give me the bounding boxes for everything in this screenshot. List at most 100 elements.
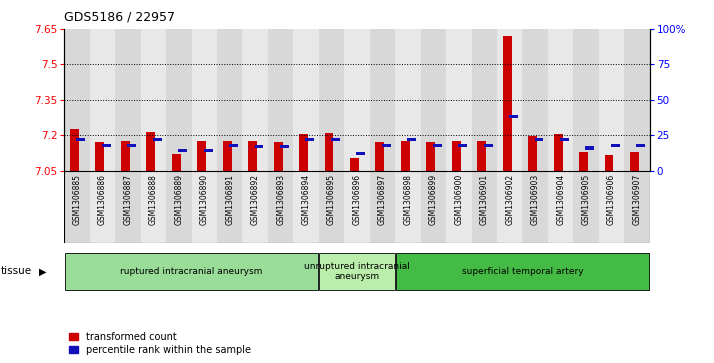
Text: GSM1306906: GSM1306906 — [607, 174, 616, 225]
Bar — [255, 145, 263, 148]
Bar — [382, 144, 391, 147]
Bar — [452, 141, 461, 171]
Bar — [421, 171, 446, 243]
Bar — [273, 142, 283, 171]
Text: GSM1306905: GSM1306905 — [582, 174, 590, 225]
Bar — [630, 152, 639, 171]
Bar — [344, 171, 370, 243]
Bar — [395, 29, 421, 171]
FancyBboxPatch shape — [319, 253, 395, 290]
Bar — [560, 138, 569, 141]
Bar — [191, 171, 217, 243]
Bar — [548, 171, 573, 243]
Bar — [121, 141, 130, 171]
Bar — [306, 138, 314, 141]
Bar — [319, 29, 344, 171]
Bar — [503, 36, 512, 171]
Bar — [483, 144, 493, 147]
Bar — [70, 129, 79, 171]
Text: ruptured intracranial aneurysm: ruptured intracranial aneurysm — [121, 267, 263, 276]
Bar — [573, 29, 599, 171]
Bar — [127, 144, 136, 147]
Bar — [497, 29, 523, 171]
Bar — [350, 158, 359, 171]
Text: GSM1306891: GSM1306891 — [225, 174, 234, 225]
Text: GSM1306890: GSM1306890 — [200, 174, 208, 225]
Bar — [76, 138, 85, 141]
Text: GSM1306907: GSM1306907 — [633, 174, 641, 225]
Text: GSM1306900: GSM1306900 — [454, 174, 463, 225]
Text: superficial temporal artery: superficial temporal artery — [462, 267, 583, 276]
Bar — [203, 149, 213, 152]
Bar — [421, 29, 446, 171]
Legend: transformed count, percentile rank within the sample: transformed count, percentile rank withi… — [69, 331, 251, 355]
Bar — [471, 29, 497, 171]
Text: GSM1306903: GSM1306903 — [531, 174, 540, 225]
Bar — [178, 149, 187, 152]
Text: GSM1306895: GSM1306895 — [327, 174, 336, 225]
Bar — [293, 29, 319, 171]
Bar — [471, 171, 497, 243]
Bar — [599, 171, 624, 243]
Bar — [115, 171, 141, 243]
Bar — [325, 133, 333, 171]
Bar — [229, 144, 238, 147]
Bar — [64, 171, 90, 243]
FancyBboxPatch shape — [396, 253, 649, 290]
Bar — [102, 144, 111, 147]
Text: unruptured intracranial
aneurysm: unruptured intracranial aneurysm — [304, 262, 410, 281]
Bar — [115, 29, 141, 171]
Bar — [624, 171, 650, 243]
Text: GSM1306899: GSM1306899 — [429, 174, 438, 225]
Bar — [90, 171, 115, 243]
Bar — [356, 152, 366, 155]
Text: GSM1306894: GSM1306894 — [301, 174, 311, 225]
Bar — [579, 152, 588, 171]
Bar — [248, 141, 257, 171]
Bar — [293, 171, 319, 243]
Bar — [299, 134, 308, 171]
Bar — [64, 29, 90, 171]
Text: ▶: ▶ — [39, 266, 47, 276]
Bar — [344, 29, 370, 171]
Text: GSM1306904: GSM1306904 — [556, 174, 565, 225]
Bar — [223, 141, 231, 171]
Bar — [624, 29, 650, 171]
Bar — [477, 141, 486, 171]
Bar — [548, 29, 573, 171]
Bar — [243, 29, 268, 171]
Bar — [166, 29, 191, 171]
Bar — [458, 144, 467, 147]
Bar — [146, 132, 155, 171]
Text: GSM1306901: GSM1306901 — [480, 174, 489, 225]
Bar — [528, 136, 537, 171]
Bar — [217, 29, 243, 171]
Bar — [446, 171, 471, 243]
Bar — [605, 155, 613, 171]
Text: tissue: tissue — [1, 266, 32, 276]
Text: GSM1306888: GSM1306888 — [149, 174, 158, 225]
Bar — [523, 29, 548, 171]
Bar — [191, 29, 217, 171]
Bar — [497, 171, 523, 243]
Bar — [509, 115, 518, 118]
Bar — [172, 154, 181, 171]
Text: GSM1306885: GSM1306885 — [73, 174, 81, 225]
Text: GSM1306896: GSM1306896 — [353, 174, 361, 225]
Bar — [401, 141, 410, 171]
Bar — [446, 29, 471, 171]
Text: GSM1306887: GSM1306887 — [124, 174, 132, 225]
Bar — [319, 171, 344, 243]
Bar — [407, 138, 416, 141]
Bar — [370, 171, 395, 243]
Bar — [141, 171, 166, 243]
Bar — [573, 171, 599, 243]
Bar — [268, 171, 293, 243]
Bar — [535, 138, 543, 141]
Bar — [599, 29, 624, 171]
Text: GDS5186 / 22957: GDS5186 / 22957 — [64, 11, 175, 24]
Bar — [331, 138, 340, 141]
Bar — [141, 29, 166, 171]
Text: GSM1306897: GSM1306897 — [378, 174, 387, 225]
FancyBboxPatch shape — [65, 253, 318, 290]
